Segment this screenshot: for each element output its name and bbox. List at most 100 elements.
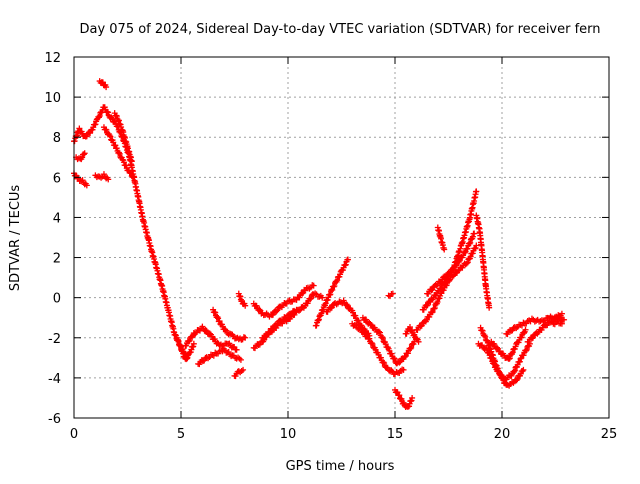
data-point [256, 341, 263, 348]
x-axis-label: GPS time / hours [286, 459, 395, 474]
y-tick-label: 6 [53, 171, 61, 186]
data-point [113, 113, 120, 120]
data-point [296, 294, 303, 301]
data-point [81, 150, 88, 157]
plot-frame [73, 56, 610, 419]
data-point [80, 151, 87, 158]
data-point [109, 115, 116, 122]
data-point [522, 347, 529, 354]
data-point [87, 130, 94, 137]
data-point [518, 334, 525, 341]
data-point [461, 249, 468, 256]
data-point [366, 335, 373, 342]
data-point [79, 154, 86, 161]
data-point [406, 324, 413, 331]
data-point [382, 341, 389, 348]
series-sat-b [71, 170, 90, 189]
series-sat-aa [434, 224, 448, 253]
series-sat-e [96, 78, 110, 91]
data-point [328, 304, 335, 311]
data-point [222, 326, 229, 333]
data-point [497, 371, 504, 378]
data-point [473, 188, 480, 195]
data-point [304, 300, 311, 307]
data-point [409, 394, 416, 401]
data-point [509, 349, 516, 356]
data-point [123, 162, 130, 169]
data-point [494, 344, 501, 351]
data-point [558, 310, 565, 317]
series-sat-s [349, 320, 407, 378]
data-point [405, 350, 412, 357]
data-point [522, 326, 529, 333]
data-point [344, 256, 351, 263]
data-point [379, 334, 386, 341]
data-point [491, 341, 498, 348]
data-point [185, 338, 192, 345]
series-sat-w [402, 324, 422, 345]
series-sat-z [424, 188, 480, 297]
x-tick-label: 25 [601, 427, 618, 442]
data-point [296, 307, 303, 314]
data-point [340, 297, 347, 304]
data-point [486, 304, 493, 311]
data-point [494, 365, 501, 372]
data-point [447, 269, 454, 276]
data-point [381, 360, 388, 367]
data-point [506, 355, 513, 362]
data-point [511, 367, 518, 374]
data-point [401, 354, 408, 361]
data-point [334, 277, 341, 284]
data-point [308, 295, 315, 302]
data-point [216, 317, 223, 324]
y-tick-label: -2 [48, 332, 61, 347]
data-point [76, 125, 83, 132]
series-sat-ae [488, 326, 529, 362]
data-point [299, 290, 306, 297]
y-tick-label: 10 [44, 91, 61, 106]
data-point [270, 311, 277, 318]
data-point [513, 377, 520, 384]
data-point [431, 305, 438, 312]
data-point [496, 370, 503, 377]
data-point [183, 355, 190, 362]
data-point [463, 260, 470, 267]
y-tick-label: 8 [53, 131, 61, 146]
series-sat-j [195, 345, 244, 368]
y-tick-label: -4 [48, 372, 61, 387]
y-tick-label: 4 [53, 211, 61, 226]
data-point [128, 158, 135, 165]
ticks-layer [73, 56, 610, 419]
data-point [388, 367, 395, 374]
data-point [377, 354, 384, 361]
data-point [368, 339, 375, 346]
data-point [319, 294, 326, 301]
data-point [368, 322, 375, 329]
data-point [356, 325, 363, 332]
data-point [307, 296, 314, 303]
data-point [343, 301, 350, 308]
data-point [253, 302, 260, 309]
data-point [519, 368, 526, 375]
data-point [233, 346, 240, 353]
y-axis-label: SDTVAR / TECUs [8, 185, 23, 292]
data-point [130, 174, 137, 181]
data-point [391, 355, 398, 362]
data-point [83, 182, 90, 189]
data-point [379, 335, 386, 342]
data-point [431, 304, 438, 311]
data-point [558, 320, 565, 327]
series-sat-k [210, 306, 249, 343]
tick-labels-layer: 0 5 10 15 20 25 -6 -4 -2 0 2 4 6 8 10 12 [44, 51, 617, 442]
data-point [104, 109, 111, 116]
data-point [530, 334, 537, 341]
data-point [424, 302, 431, 309]
series-sat-f [100, 124, 137, 181]
data-point [413, 335, 420, 342]
data-point [237, 356, 244, 363]
data-point [514, 376, 521, 383]
data-point [212, 309, 219, 316]
